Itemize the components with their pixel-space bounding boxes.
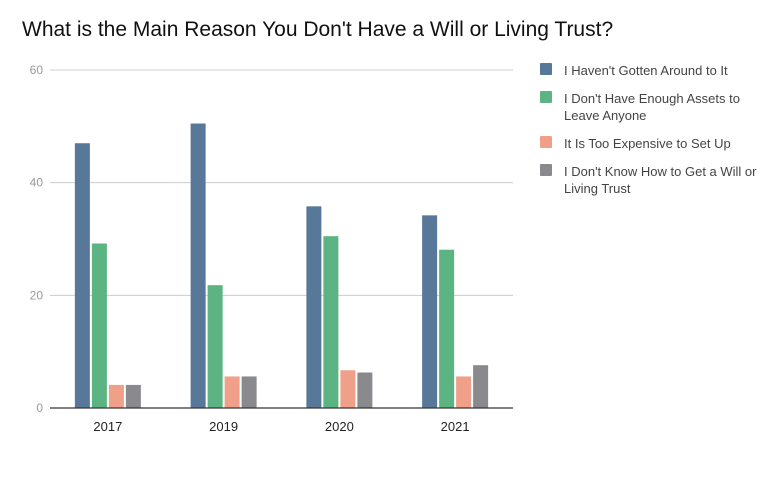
bar-2020-series-2 <box>340 370 356 408</box>
y-tick-label: 0 <box>36 401 43 415</box>
bar-2020-series-0 <box>306 206 322 408</box>
chart-title: What is the Main Reason You Don't Have a… <box>22 18 614 41</box>
bar-2017-series-1 <box>91 243 107 408</box>
bar-2019-series-2 <box>224 376 240 408</box>
bar-2017-series-3 <box>125 384 141 408</box>
bar-2017-series-2 <box>108 384 124 408</box>
bars-layer <box>74 123 489 409</box>
legend-label: I Don't Know How to Get a Will or Living… <box>564 164 757 196</box>
bar-2021-series-2 <box>456 376 472 408</box>
x-tick-label: 2020 <box>325 419 354 434</box>
bar-2017-series-0 <box>74 143 90 408</box>
bar-2019-series-0 <box>190 123 206 409</box>
legend-swatch <box>540 164 552 176</box>
bar-2021-series-3 <box>473 365 489 408</box>
legend-swatch <box>540 136 552 148</box>
x-tick-label: 2017 <box>93 419 122 434</box>
bar-2020-series-1 <box>323 236 339 408</box>
bar-2020-series-3 <box>357 372 373 408</box>
legend-item: It Is Too Expensive to Set Up <box>540 135 760 152</box>
legend-swatch <box>540 91 552 103</box>
y-tick-label: 40 <box>30 176 44 190</box>
legend-item: I Don't Know How to Get a Will or Living… <box>540 163 760 197</box>
bar-2019-series-3 <box>241 376 257 408</box>
bar-2021-series-0 <box>422 215 438 408</box>
legend-label: I Don't Have Enough Assets to Leave Anyo… <box>564 91 740 123</box>
y-tick-label: 60 <box>30 63 44 77</box>
legend-label: I Haven't Gotten Around to It <box>564 63 728 78</box>
legend-swatch <box>540 63 552 75</box>
x-tick-label: 2019 <box>209 419 238 434</box>
y-tick-label: 20 <box>30 288 44 302</box>
bar-2019-series-1 <box>207 285 223 408</box>
legend-label: It Is Too Expensive to Set Up <box>564 136 731 151</box>
legend: I Haven't Gotten Around to It I Don't Hav… <box>540 62 760 208</box>
legend-item: I Haven't Gotten Around to It <box>540 62 760 79</box>
bar-2021-series-1 <box>439 249 455 408</box>
legend-item: I Don't Have Enough Assets to Leave Anyo… <box>540 90 760 124</box>
x-tick-label: 2021 <box>441 419 470 434</box>
axis-layer: 0 20 40 60 2017 2019 2020 2021 <box>30 63 513 434</box>
